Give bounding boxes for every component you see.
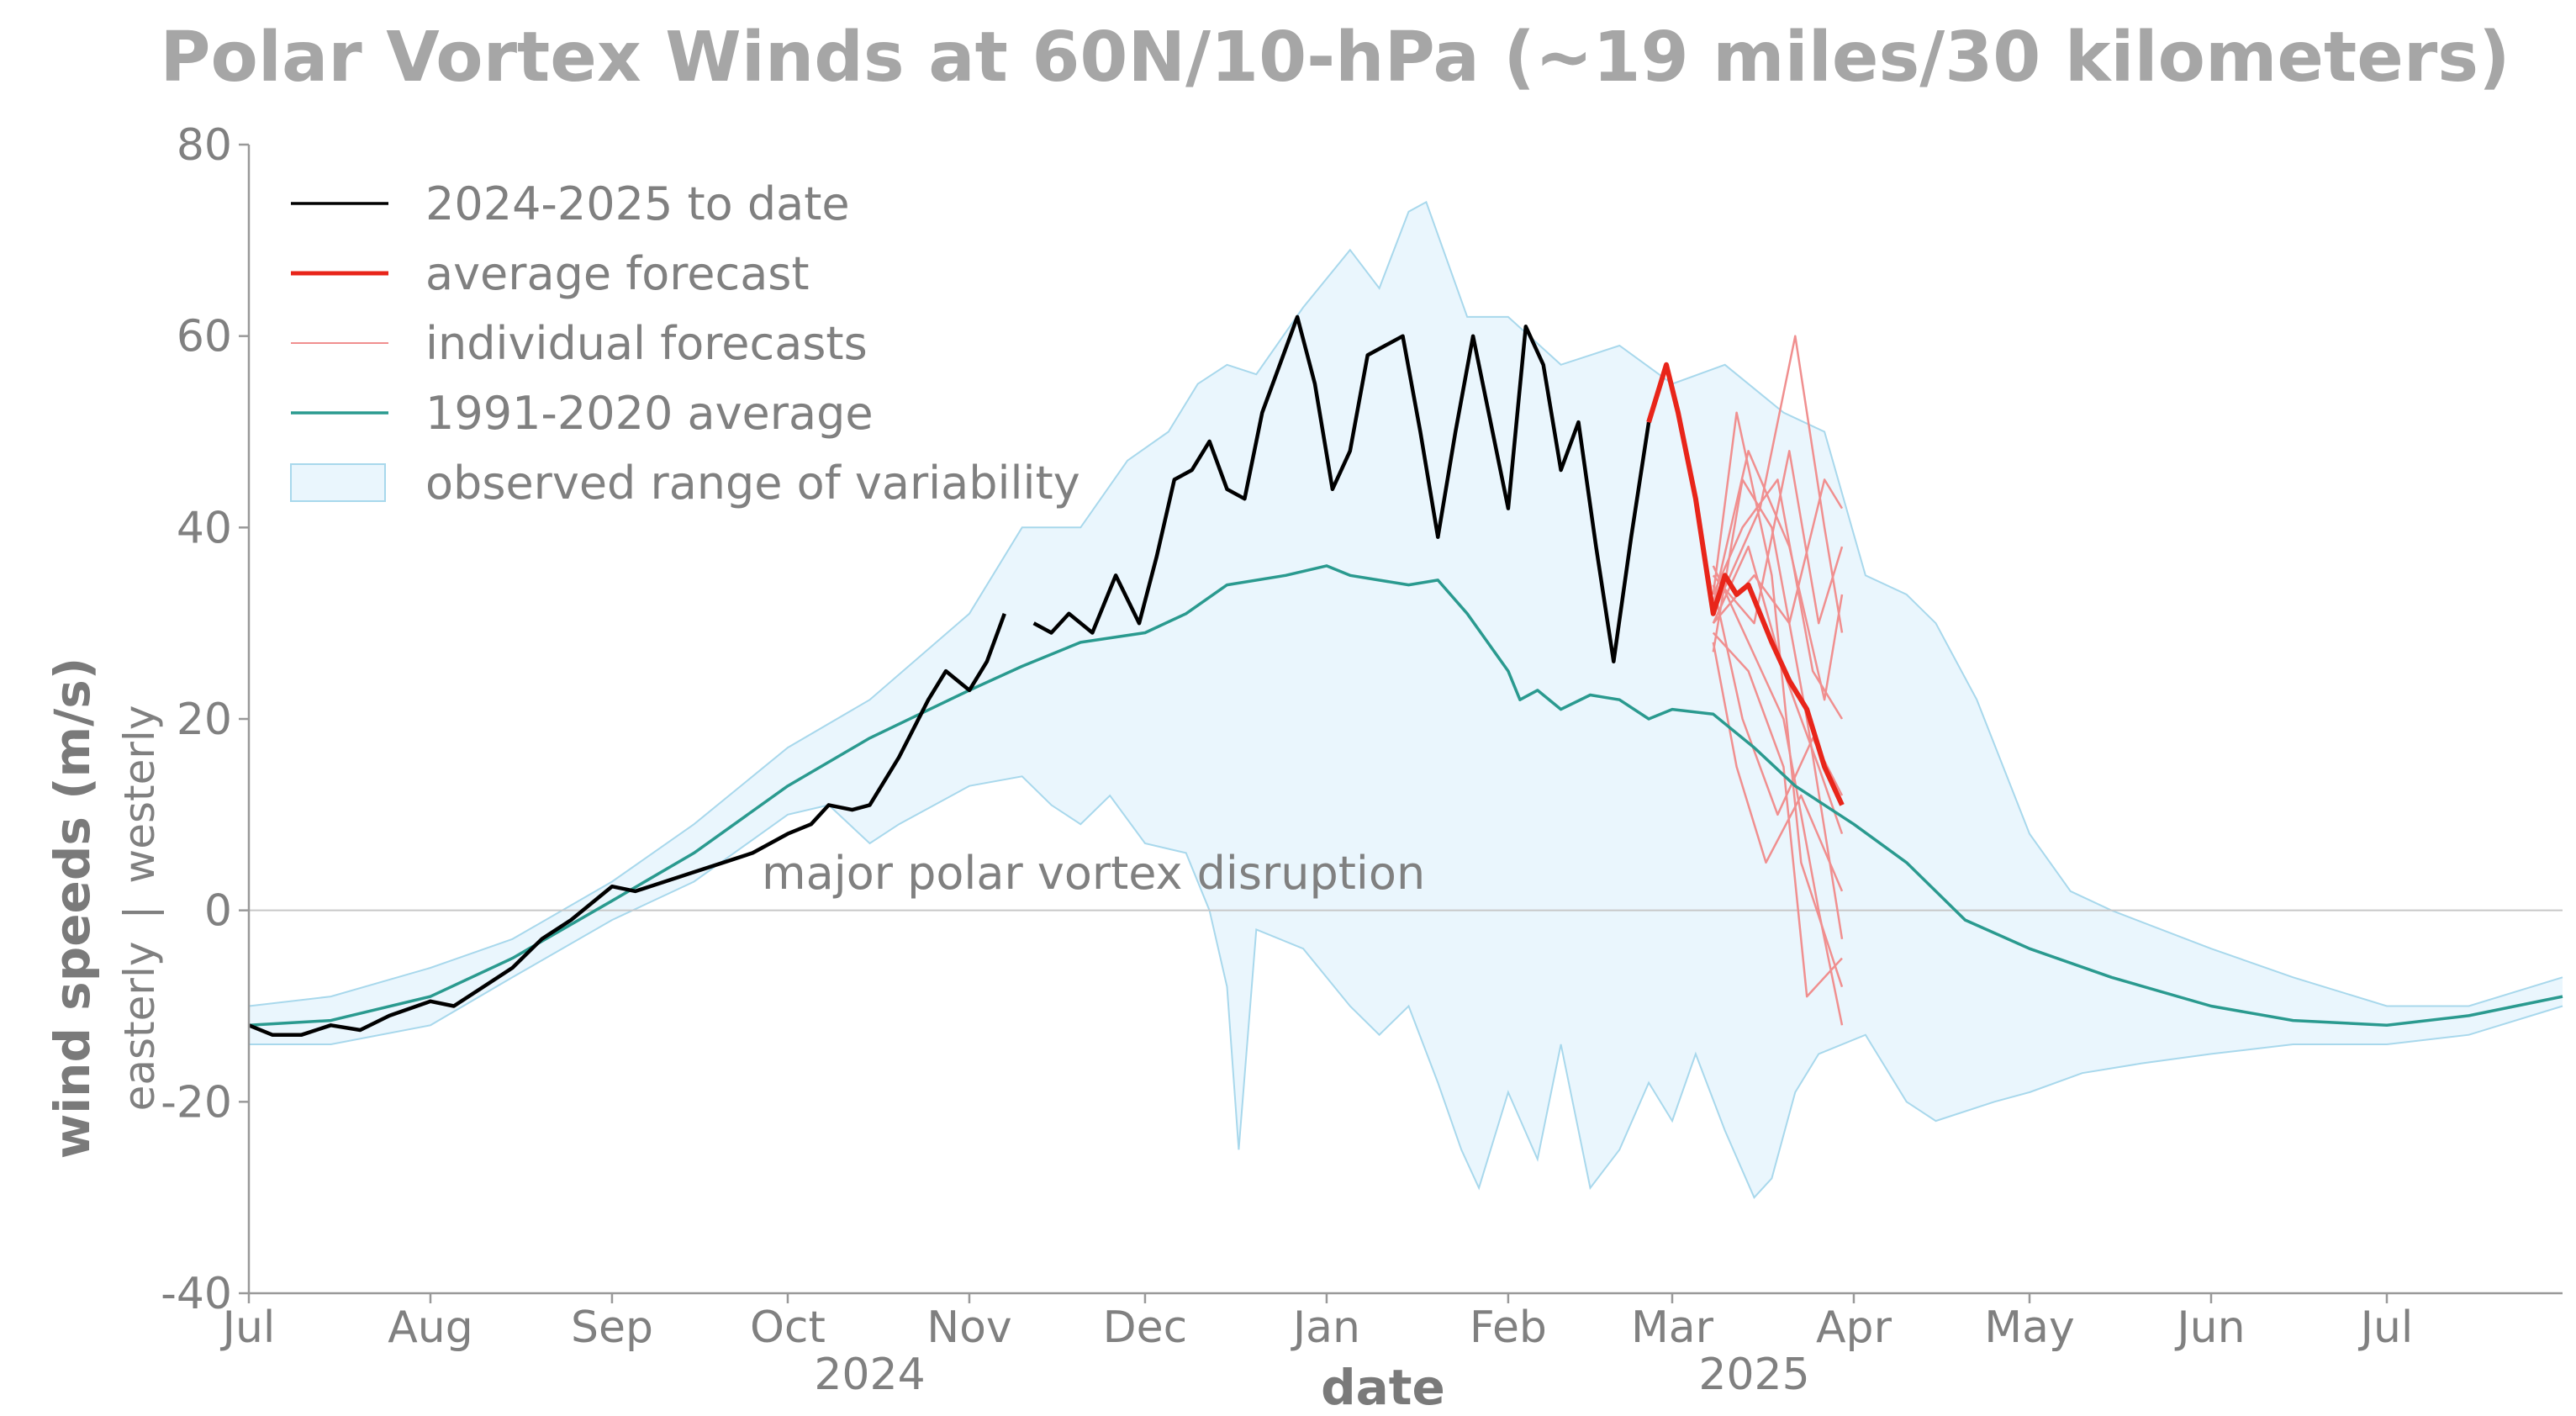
climatology-line (248, 564, 2563, 1028)
x-tick-label-aug-2: Aug (388, 1302, 473, 1353)
y-tick-label-0: 0 (204, 886, 232, 937)
y-axis-westerly-label: westerly (115, 705, 164, 884)
forecast-mean-line (1646, 362, 1845, 806)
forecast-member-line-5 (1712, 631, 1843, 998)
x-tick-label-oct-4: Oct (750, 1302, 826, 1353)
y-axis-direction-group: easterly | westerly (115, 705, 164, 1112)
chart-title: Polar Vortex Winds at 60N/10-hPa (~19 mi… (160, 18, 2510, 98)
climatology-layer (248, 564, 2563, 1028)
observed-line-segment-2 (1032, 314, 1651, 663)
zero-line-annotation: major polar vortex disruption (762, 847, 1425, 900)
y-tick-label-80: 80 (177, 120, 232, 171)
legend-swatch-range (290, 463, 386, 502)
range-band-lower-edge (249, 775, 2563, 1200)
forecast-member-line-3 (1712, 411, 1844, 988)
legend-label-range: observed range of variability (425, 457, 1080, 510)
legend-label-forecast-mean: average forecast (425, 247, 810, 300)
x-tick-label-jan-7: Jan (1291, 1302, 1360, 1353)
x-tick-label-dec-6: Dec (1103, 1302, 1188, 1353)
x-tick-label-mar-9: Mar (1631, 1302, 1714, 1353)
forecast-member-line-6 (1712, 335, 1844, 633)
range-band-area (249, 202, 2563, 1198)
x-tick-label-nov-5: Nov (926, 1302, 1012, 1353)
forecast-member-line-2 (1712, 478, 1844, 939)
x-tick-label-may-11: May (1984, 1302, 2075, 1353)
y-tick-label--20: -20 (161, 1077, 232, 1128)
x-tick-label-jul-13: Jul (2358, 1302, 2414, 1353)
x-tick-label-jun-12: Jun (2174, 1302, 2245, 1353)
y-axis-direction-labels: easterly | westerly (115, 705, 164, 1112)
range-band-upper-edge (248, 200, 2563, 1007)
y-tick-label-40: 40 (177, 503, 232, 553)
forecast-member-line-4 (1712, 450, 1844, 625)
x-tick-label-jul-1: Jul (220, 1302, 276, 1353)
forecast-member-line-12 (1712, 478, 1844, 720)
y-axis-easterly-label: easterly (115, 942, 164, 1112)
legend-label-observed: 2024-2025 to date (425, 177, 850, 230)
legend: 2024-2025 to date average forecast individ… (290, 177, 1080, 510)
y-axis-title-group: wind speeds (m/s) (44, 658, 101, 1160)
y-axis-title: wind speeds (m/s) (44, 658, 101, 1160)
axes-layer: -40 -20 0 20 40 60 80 Jul Aug Sep Oct Nov Dec Jan Feb M… (161, 120, 2563, 1400)
y-tick-label--40: -40 (161, 1269, 232, 1319)
y-axis-separator: | (115, 906, 164, 920)
x-axis-title: date (1321, 1359, 1445, 1416)
forecast-mean-layer (1646, 362, 1845, 806)
y-tick-label-60: 60 (177, 312, 232, 362)
x-tick-label-sep-3: Sep (571, 1302, 653, 1353)
year-label-2024: 2024 (814, 1350, 925, 1400)
observed-layer (248, 314, 1651, 1037)
observed-line-segment-1 (248, 613, 1006, 1037)
legend-label-climatology: 1991-2020 average (425, 387, 874, 440)
range-band-layer (248, 200, 2563, 1200)
x-tick-label-apr-10: Apr (1816, 1302, 1892, 1353)
y-tick-label-20: 20 (177, 695, 232, 745)
legend-label-forecast-members: individual forecasts (425, 317, 868, 370)
year-label-2025: 2025 (1698, 1350, 1809, 1400)
forecast-member-line-11 (1712, 565, 1844, 1026)
x-tick-label-feb-8: Feb (1470, 1302, 1547, 1353)
